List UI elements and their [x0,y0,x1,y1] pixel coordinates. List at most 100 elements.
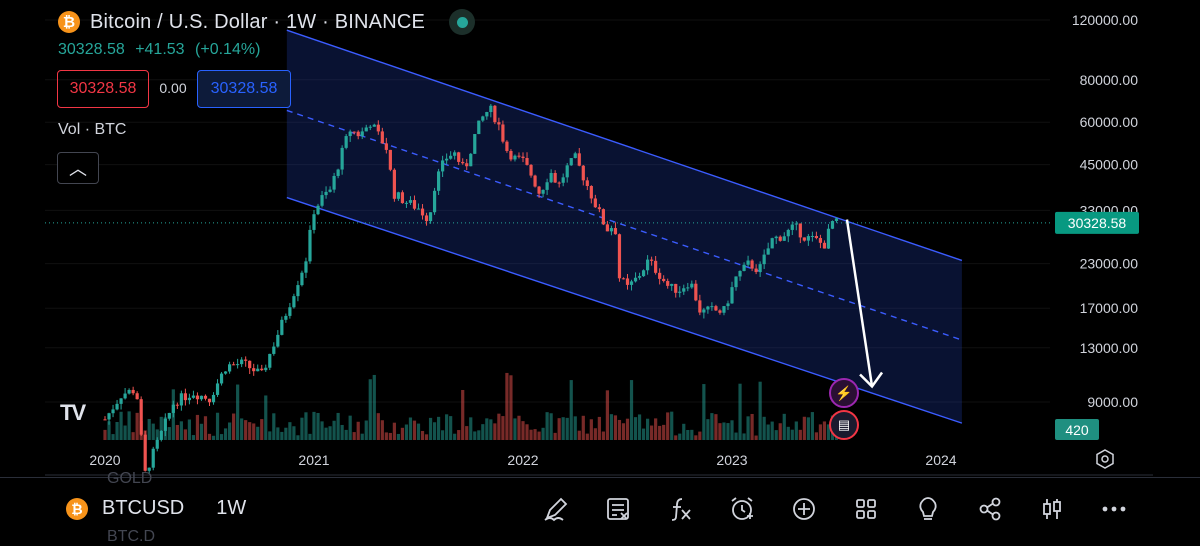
candle-body [380,131,384,144]
candle-body [525,157,529,165]
candle-body [810,235,814,237]
price-change: +41.53 [135,41,185,58]
candle-body [637,276,642,278]
volume-bar [408,417,413,440]
us-flag-event-icon[interactable]: ▤ [829,410,859,440]
tradingview-logo-icon: TV [60,400,86,425]
more-icon[interactable] [1098,493,1130,525]
symbol-title[interactable]: Bitcoin / U.S. Dollar · 1W · BINANCE [90,10,426,33]
candle-body [553,173,557,183]
sell-button[interactable]: 30328.58 [57,70,149,108]
candle-body [481,116,485,121]
candle-body [501,124,505,142]
candle-body [822,242,827,249]
volume-bar [207,433,212,440]
plus-icon[interactable] [788,493,820,525]
volume-bar [276,427,280,440]
projection-arrow[interactable] [845,219,884,389]
volume-indicator-label[interactable]: Vol · BTC [58,121,127,138]
candle-body [686,287,690,289]
volume-bar [240,418,244,440]
candle-body [565,165,569,178]
buy-button[interactable]: 30328.58 [197,70,291,108]
volume-bar [392,422,396,440]
y-tick-label: 45000.00 [1080,157,1139,173]
candle-body [674,283,678,293]
settings-icon[interactable] [1096,449,1114,469]
candle-body [517,155,521,157]
candle-body [738,270,742,277]
volume-bar [481,424,485,440]
volume-bar [320,421,324,440]
candle-body [658,272,662,279]
collapse-indicators-button[interactable]: ︿ [57,152,99,184]
candle-body [662,278,666,282]
candle-body [718,310,722,313]
volume-bar [280,431,284,440]
volume-bar [569,380,573,440]
volume-bar [272,413,276,440]
volume-bar [521,421,525,440]
volume-bar [778,423,782,440]
candle-body [670,283,674,286]
volume-bar [670,411,674,440]
candle-body [223,371,228,374]
candle-body [734,276,738,288]
regression-channel[interactable] [286,29,963,424]
candles-icon[interactable] [1036,493,1068,525]
volume-bar [368,379,372,440]
volume-bar [119,411,123,440]
notes-icon[interactable] [602,493,634,525]
alert-icon[interactable] [726,493,758,525]
volume-bar [187,419,192,440]
price-axis[interactable]: 120000.0080000.0060000.0045000.0033000.0… [1055,12,1139,440]
candle-body [557,182,561,184]
volume-bar [493,423,497,440]
volume-bar [111,434,115,440]
volume-bar [593,428,597,440]
arrow-head [859,371,884,389]
symbol-selector[interactable]: ₿ BTCUSD 1W [66,497,246,520]
candle-body [300,272,304,286]
flash-event-icon[interactable]: ⚡ [829,378,859,408]
candle-body [211,394,216,403]
candle-body [167,412,171,419]
market-status-icon[interactable] [449,9,476,35]
bitcoin-icon: ₿ [66,497,88,520]
candle-body [441,160,445,172]
volume-bar [469,417,473,440]
volume-bar [774,430,778,440]
candle-body [533,175,537,187]
volume-bar [155,429,159,440]
time-axis[interactable]: 2020 2021 2022 2023 2024 [89,449,1114,469]
candle-body [352,131,356,133]
symbol-name[interactable]: BTCUSD [102,497,185,519]
volume-bar [826,424,831,440]
volume-bar [372,374,376,440]
volume-bar [782,413,786,440]
share-icon[interactable] [974,493,1006,525]
candle-body [509,150,513,160]
volume-bar [388,432,392,440]
volume-bar [674,435,678,440]
candle-body [778,236,782,241]
volume-bar [376,413,380,440]
volume-bar [537,431,541,440]
candle-body [477,120,481,135]
volume-bar [424,434,429,440]
volume-bar [223,428,228,440]
volume-bar [698,431,702,440]
candle-body [802,237,806,241]
grid-icon[interactable] [850,493,882,525]
volume-bar [360,433,364,440]
idea-icon[interactable] [912,493,944,525]
volume-bar [706,419,710,440]
pen-icon[interactable] [540,493,572,525]
volume-bar [822,421,827,440]
volume-bar [147,418,151,440]
timeframe-selector[interactable]: 1W [216,497,247,519]
ghost-symbol-below: BTC.D [107,528,155,545]
fx-icon[interactable] [664,493,696,525]
price-change-percent: (+0.14%) [195,41,261,58]
